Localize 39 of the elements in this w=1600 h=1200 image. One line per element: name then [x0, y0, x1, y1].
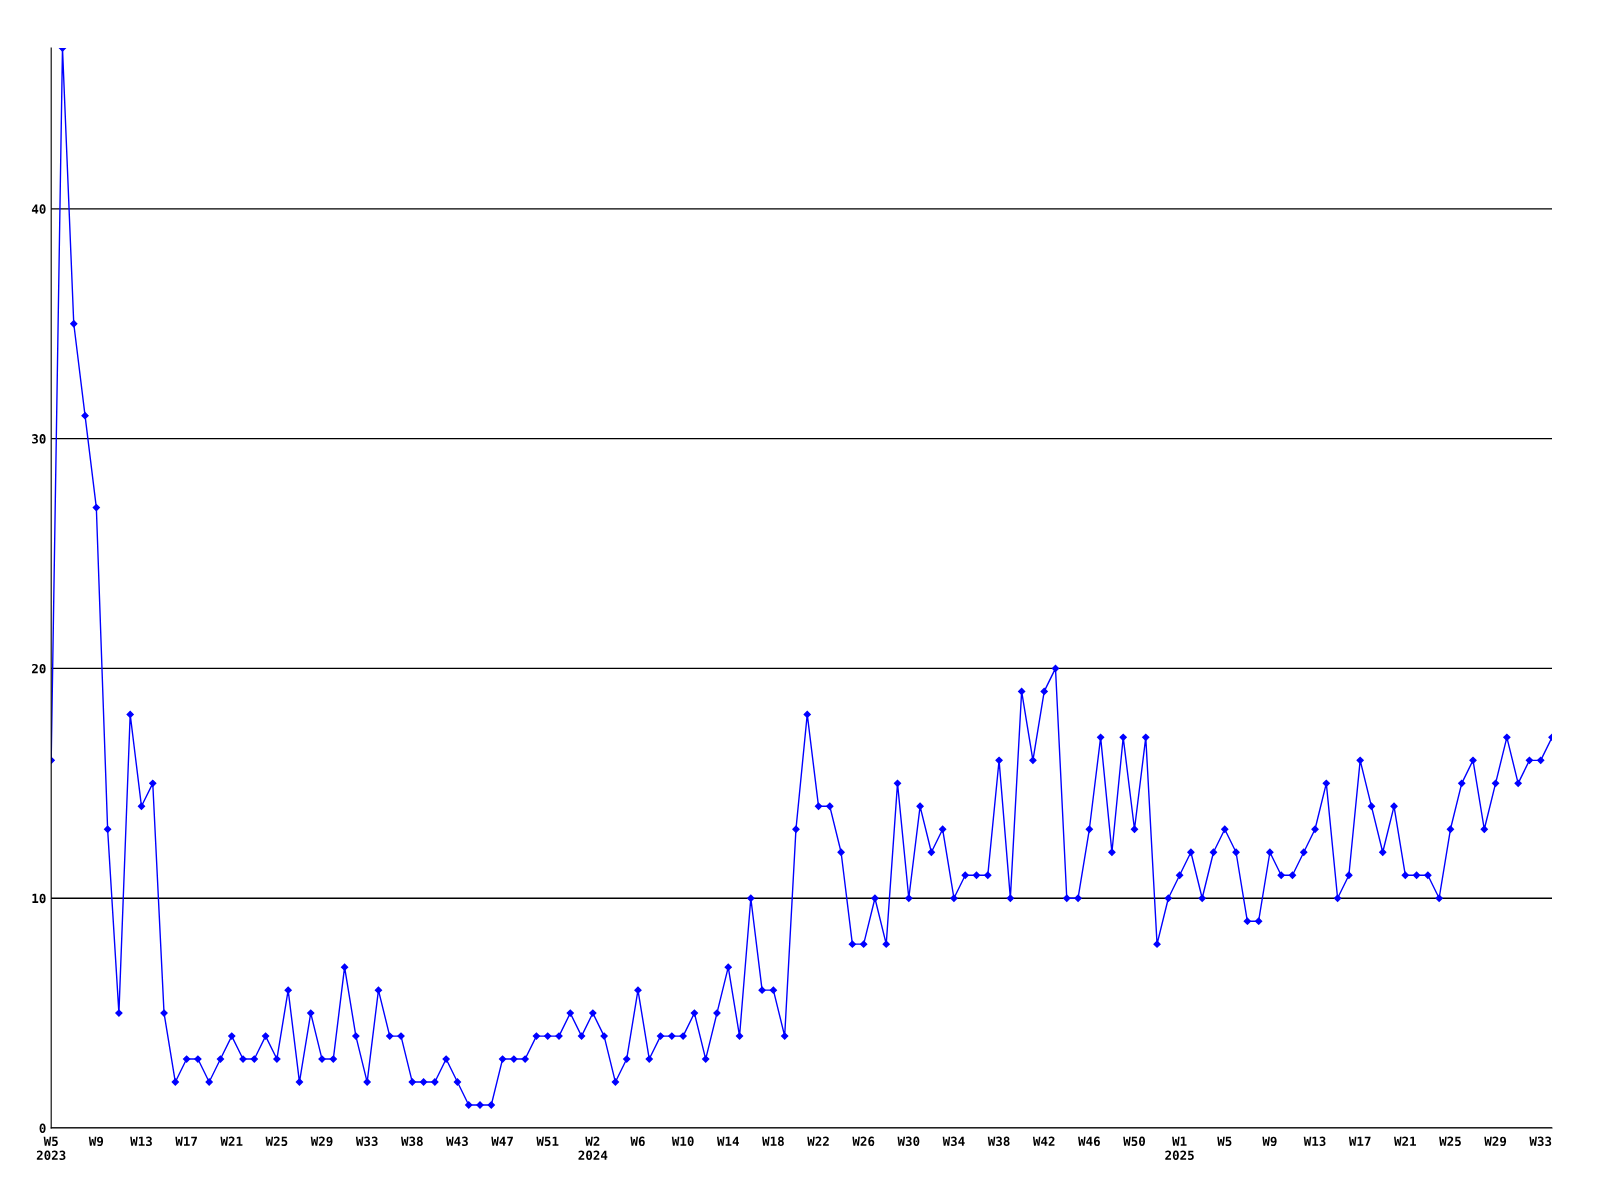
x-tick-label: W17	[1348, 1136, 1371, 1146]
x-tick-label: W50	[1123, 1136, 1146, 1147]
x-tick-label: W22	[807, 1136, 829, 1146]
y-tick-label: 10	[32, 893, 46, 904]
x-tick-label: W33	[1529, 1136, 1552, 1147]
x-tick-label: W29	[310, 1136, 333, 1147]
x-tick-label: W5 2023	[36, 1136, 66, 1161]
x-tick-label: W46	[1078, 1136, 1100, 1147]
x-tick-label: W33	[355, 1136, 378, 1147]
x-tick-label: W25	[1439, 1136, 1461, 1147]
x-tick-label: W26	[852, 1136, 875, 1147]
x-tick-label: W13	[1303, 1136, 1326, 1147]
y-tick-label: 0	[39, 1123, 46, 1133]
x-tick-label: W25	[265, 1136, 288, 1147]
y-tick-label: 40	[31, 204, 46, 214]
x-tick-label: W43	[446, 1136, 468, 1147]
x-tick-label: W38	[401, 1136, 423, 1147]
x-tick-label: W10	[671, 1136, 694, 1147]
x-tick-label: W21	[1394, 1136, 1416, 1146]
x-tick-label: W34	[942, 1136, 965, 1147]
x-tick-label: W47	[491, 1136, 513, 1146]
y-tick-label: 30	[32, 434, 46, 444]
y-tick-label: 20	[31, 663, 46, 674]
x-tick-label: W38	[987, 1136, 1010, 1147]
x-tick-label: W17	[175, 1136, 197, 1146]
x-tick-label: W14	[716, 1136, 739, 1146]
x-tick-label: W51	[536, 1136, 559, 1147]
x-tick-label: W18	[762, 1136, 784, 1147]
x-tick-label: W42	[1032, 1136, 1055, 1146]
x-tick-label: W1 2025	[1165, 1136, 1194, 1161]
x-tick-label: W6	[630, 1136, 645, 1147]
x-tick-label: W21	[220, 1136, 243, 1146]
x-tick-label: W5	[1217, 1136, 1232, 1147]
x-tick-label: W30	[897, 1136, 920, 1147]
x-tick-label: W9	[1262, 1136, 1277, 1147]
x-tick-label: W2 2024	[578, 1136, 608, 1161]
x-tick-label: W29	[1484, 1136, 1507, 1147]
x-tick-label: W13	[130, 1136, 152, 1147]
x-tick-label: W9	[88, 1136, 104, 1147]
